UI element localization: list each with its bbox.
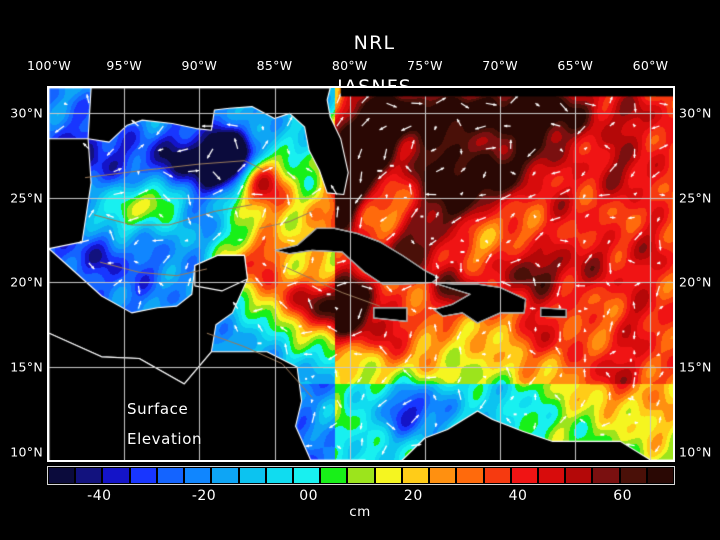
colorbar-swatch-4 (156, 467, 185, 484)
lon-tick-65W: 65°W (557, 58, 594, 73)
colorbar-swatch-19 (565, 467, 593, 484)
lat-tick-left-15N: 15°N (10, 359, 43, 375)
colorbar-swatch-16 (483, 467, 511, 484)
colorbar-tick--20: -20 (191, 488, 217, 504)
colorbar-swatch-1 (75, 467, 103, 484)
lon-tick-60W: 60°W (632, 58, 669, 73)
colorbar-swatch-12 (374, 467, 402, 484)
lat-tick-right-25N: 25°N (679, 190, 712, 206)
lat-tick-right-20N: 20°N (679, 274, 712, 290)
latitude-axis-right: 30°N 25°N 20°N 15°N 10°N (674, 86, 720, 462)
colorbar-swatch-9 (292, 467, 321, 484)
sea-surface-elevation-field (49, 88, 673, 460)
lon-tick-75W: 75°W (407, 58, 443, 73)
colorbar-swatch-3 (129, 467, 157, 484)
lat-tick-left-25N: 25°N (10, 190, 43, 206)
colorbar-swatch-7 (238, 467, 266, 484)
colorbar-swatch-17 (510, 467, 538, 484)
colorbar-swatch-5 (184, 467, 212, 484)
lat-tick-left-20N: 20°N (10, 274, 43, 290)
lon-tick-100W: 100°W (27, 58, 71, 73)
colorbar-tick-40: 40 (508, 488, 528, 504)
lon-tick-70W: 70°W (482, 58, 518, 73)
colorbar-swatch-18 (537, 467, 566, 484)
colorbar-swatch-11 (347, 467, 375, 484)
colorbar-unit-label: cm (349, 504, 371, 520)
colorbar-legend: -40 -20 00 20 40 60 (47, 466, 675, 508)
lon-tick-95W: 95°W (106, 58, 143, 73)
lat-tick-right-30N: 30°N (679, 105, 712, 121)
lat-tick-left-30N: 30°N (10, 105, 43, 121)
colorbar-tick-00: 00 (299, 488, 319, 504)
colorbar-tick-20: 20 (403, 488, 423, 504)
lon-tick-80W: 80°W (331, 58, 368, 73)
colorbar-swatch-20 (592, 467, 620, 484)
longitude-axis: 100°W 95°W 90°W 85°W 80°W 75°W 70°W 65°W 60°W (0, 58, 720, 76)
map-plot-area: Surface Elevation (47, 86, 675, 462)
lat-tick-left-10N: 10°N (10, 444, 43, 460)
colorbar-swatch-10 (320, 467, 348, 484)
colorbar-swatch-8 (265, 467, 293, 484)
colorbar-swatch-21 (619, 467, 647, 484)
colorbar-swatch-22 (646, 467, 675, 484)
title-agency: NRL (353, 32, 396, 54)
lon-tick-90W: 90°W (181, 58, 218, 73)
colorbar-tick--40: -40 (87, 488, 112, 504)
colorbar-swatch-6 (211, 467, 239, 484)
colorbar-ticks: -40 -20 00 20 40 60 (47, 488, 675, 508)
colorbar-swatch-14 (429, 467, 457, 484)
colorbar-swatches (47, 466, 675, 485)
colorbar-swatch-15 (456, 467, 484, 484)
colorbar-swatch-2 (102, 467, 130, 484)
lat-tick-right-15N: 15°N (679, 359, 712, 375)
colorbar-swatch-0 (48, 467, 76, 484)
lon-tick-85W: 85°W (256, 58, 293, 73)
colorbar-swatch-13 (401, 467, 430, 484)
lat-tick-right-10N: 10°N (679, 444, 712, 460)
colorbar-tick-60: 60 (613, 488, 633, 504)
latitude-axis-left: 30°N 25°N 20°N 15°N 10°N (0, 86, 46, 462)
